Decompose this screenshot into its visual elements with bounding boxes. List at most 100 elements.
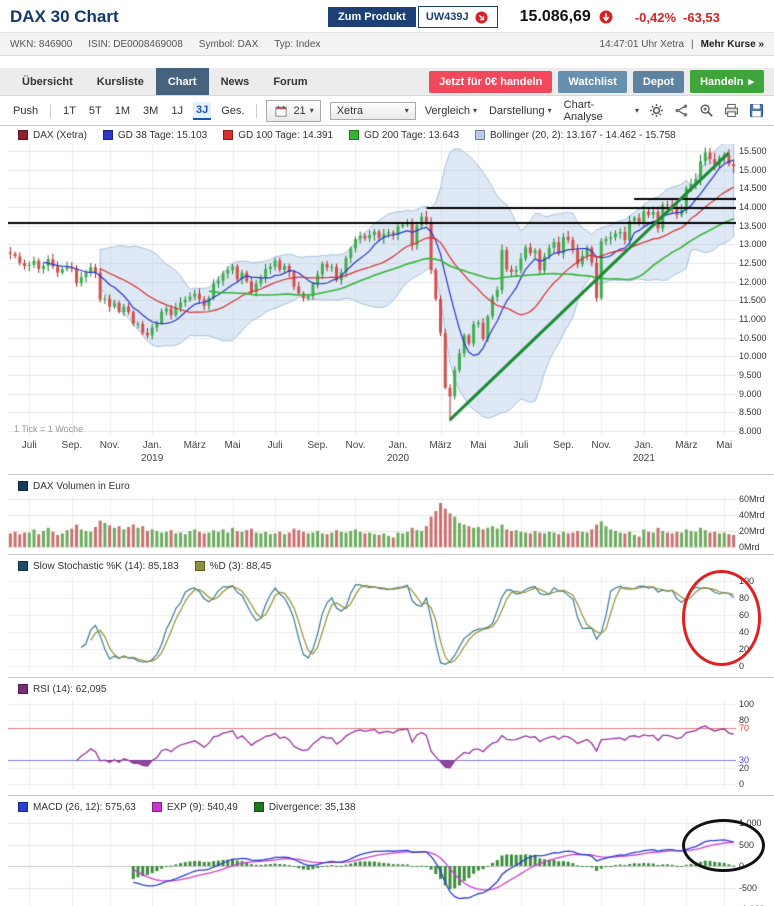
legend-label: EXP (9): 540,49: [166, 801, 238, 813]
y-axis-label: 8.500: [739, 407, 762, 418]
y-axis-label: 0: [739, 861, 745, 871]
x-axis-month-label: Sep.: [307, 440, 328, 451]
gear-icon[interactable]: [648, 103, 664, 119]
y-axis-label: 80: [739, 593, 750, 603]
y-axis-label: 9.500: [739, 370, 762, 380]
share-icon[interactable]: [673, 103, 689, 119]
chevron-down-icon: ▾: [404, 106, 409, 115]
menu-chartanalyse[interactable]: Chart-Analyse ▾: [563, 98, 640, 123]
stochastic-y-axis: 100 80 60 40 20 0: [736, 576, 774, 671]
nav-button-watchlist[interactable]: Watchlist: [558, 70, 627, 93]
y-axis-label: 12.500: [739, 258, 767, 268]
y-axis-label: 100: [739, 699, 755, 709]
zum-produkt-button[interactable]: Zum Produkt: [328, 7, 416, 27]
rsi-legend: RSI (14): 62,095: [8, 677, 774, 699]
interval-selector[interactable]: 21 ▾: [266, 99, 321, 122]
x-axis-month-label: Juli: [21, 440, 37, 451]
legend-swatch-icon: [223, 130, 234, 140]
macd-legend: MACD (26, 12): 575,63 EXP (9): 540,49 Dive…: [8, 795, 774, 817]
change-absolute: -63,53: [683, 9, 720, 25]
price-down-arrow-icon: [598, 9, 614, 25]
x-axis-year-label: 2021: [632, 453, 655, 464]
legend-label: GD 100 Tage: 14.391: [238, 129, 334, 141]
period-button-ges[interactable]: Ges.: [221, 104, 245, 117]
save-icon[interactable]: [748, 103, 764, 119]
legend-swatch-icon: [475, 130, 486, 140]
price-y-axis: 15.500 15.000 14.500 14.000 13.500 13.000 12.5…: [736, 144, 774, 436]
legend-label: MACD (26, 12): 575,63: [33, 801, 136, 813]
tab-kursliste[interactable]: Kursliste: [96, 75, 144, 88]
y-axis-label: 15.000: [739, 164, 767, 175]
rsi-plot: [8, 699, 736, 789]
legend-item: MACD (26, 12): 575,63: [18, 802, 136, 813]
y-axis-label: 10.000: [739, 351, 767, 362]
price-x-axis: Juli Sep. Nov. Jan. 2019 März Mai Juli Sep. Nov. J…: [8, 436, 736, 468]
chart-area: DAX (Xetra) GD 38 Tage: 15.103 GD 100 Tage…: [0, 126, 774, 436]
price-chart-plot[interactable]: [8, 144, 736, 436]
nav-button-handeln[interactable]: Handeln ▸: [690, 70, 764, 93]
x-axis-month-label: Nov.: [591, 440, 612, 451]
x-axis-month-label: Nov.: [99, 440, 120, 451]
y-axis-label: 60Mrd: [739, 494, 765, 504]
y-axis-label: 20: [739, 644, 750, 654]
macd-y-axis: 1.000 500 0 -500 -1.000: [736, 817, 774, 906]
y-axis-label: 40: [739, 627, 750, 637]
y-axis-label: 11.500: [739, 295, 766, 306]
mehr-kurse-link[interactable]: Mehr Kurse »: [700, 38, 764, 50]
print-icon[interactable]: [723, 103, 739, 119]
period-button-1t[interactable]: 1T: [63, 104, 76, 117]
quote-group: 15.086,69 -0,42% -63,53: [520, 8, 720, 26]
exchange-value: Xetra: [336, 104, 363, 117]
exchange-select[interactable]: Xetra ▾: [329, 101, 416, 120]
price-value: 15.086,69: [519, 8, 591, 25]
period-button-5t[interactable]: 5T: [88, 104, 102, 117]
x-axis-month-label: Sep.: [61, 440, 83, 451]
period-button-3j[interactable]: 3J: [192, 101, 212, 120]
nav-button-depot[interactable]: Depot: [632, 70, 685, 93]
stochastic-pane: 100 80 60 40 20 0: [8, 570, 774, 671]
chevron-down-icon: ▾: [547, 106, 552, 115]
period-button-1j[interactable]: 1J: [171, 104, 183, 117]
y-axis-label: 500: [739, 839, 755, 850]
y-axis-label: 13.000: [739, 239, 767, 250]
nav-button-jetzt-handeln[interactable]: Jetzt für 0€ handeln: [429, 70, 553, 93]
tab-uebersicht[interactable]: Übersicht: [22, 75, 73, 88]
change-percent: -0,42%: [634, 9, 677, 25]
top-bar: DAX 30 Chart Zum Produkt UW439J 15.086,6…: [0, 0, 774, 32]
y-axis-label: 12.000: [739, 276, 767, 287]
product-code-box[interactable]: UW439J: [417, 6, 498, 28]
legend-label: DAX (Xetra): [33, 129, 87, 141]
instrument-meta-item: ISIN: DE0008469008: [88, 38, 183, 50]
instrument-meta: WKN: 846900 ISIN: DE0008469008 Symbol: DAX…: [10, 39, 336, 50]
x-axis-month-label: Mai: [224, 440, 241, 451]
y-axis-label: 20: [739, 763, 750, 773]
period-button-3m[interactable]: 3M: [143, 104, 159, 117]
y-axis-label: 40Mrd: [739, 510, 765, 520]
period-button-1m[interactable]: 1M: [114, 104, 131, 117]
x-axis-month-label: Juli: [267, 440, 283, 451]
legend-label: Bollinger (20, 2): 13.167 - 14.462 - 15.…: [490, 129, 676, 141]
legend-item: GD 100 Tage: 14.391: [223, 130, 333, 141]
legend-swatch-icon: [18, 802, 28, 812]
menu-darstellung[interactable]: Darstellung ▾: [488, 104, 552, 117]
menu-vergleich[interactable]: Vergleich ▾: [424, 104, 477, 117]
tab-forum[interactable]: Forum: [273, 75, 308, 88]
toolbar-icons: [648, 103, 764, 119]
tick-note: 1 Tick = 1 Woche: [14, 424, 84, 434]
rsi-section: RSI (14): 62,095 100 80 70 30 20 0: [0, 677, 774, 789]
y-axis-label: 0Mrd: [739, 542, 760, 552]
push-toggle[interactable]: Push: [13, 104, 39, 117]
legend-swatch-icon: [18, 481, 28, 491]
legend-label: GD 200 Tage: 13.643: [364, 129, 460, 141]
x-axis-month-label: Nov.: [345, 440, 366, 451]
volume-legend: DAX Volumen in Euro: [8, 474, 774, 496]
instrument-meta-item: Symbol: DAX: [198, 38, 259, 50]
chevron-down-icon: ▾: [472, 106, 477, 115]
tab-chart[interactable]: Chart: [155, 68, 209, 95]
y-axis-label: 11.000: [739, 314, 766, 324]
tab-news[interactable]: News: [220, 75, 250, 88]
legend-item: Divergence: 35,138: [253, 802, 356, 813]
separator: [256, 103, 258, 118]
macd-section: MACD (26, 12): 575,63 EXP (9): 540,49 Dive…: [0, 795, 774, 906]
zoom-icon[interactable]: [698, 103, 714, 119]
